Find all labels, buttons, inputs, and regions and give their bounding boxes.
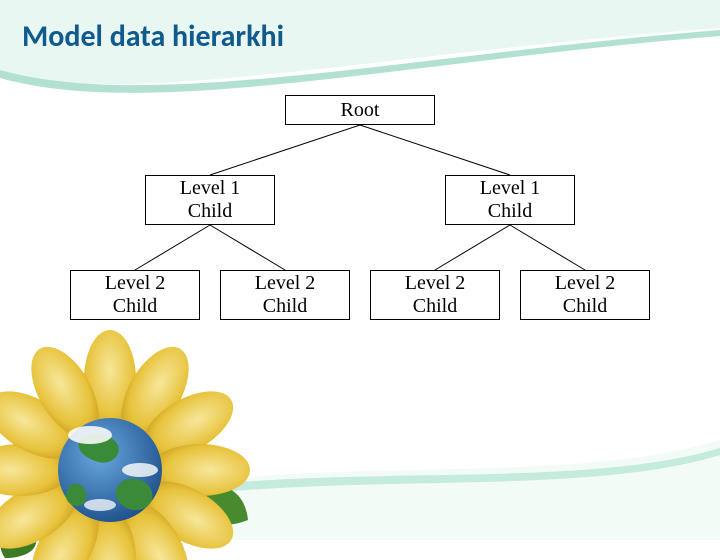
node-label-line2: Child [188,200,232,223]
node-label-line1: Level 2 [405,272,466,295]
node-label: Root [341,99,380,122]
node-label-line1: Level 2 [105,272,166,295]
tree-node-level2: Level 2 Child [370,270,500,320]
node-label-line1: Level 2 [555,272,616,295]
tree-node-level2: Level 2 Child [220,270,350,320]
node-label-line2: Child [413,295,457,318]
tree-node-level1: Level 1 Child [145,175,275,225]
tree-node-level2: Level 2 Child [70,270,200,320]
tree-node-level1: Level 1 Child [445,175,575,225]
tree-node-root: Root [285,95,435,125]
node-label-line1: Level 1 [480,177,541,200]
flower-globe-decoration [0,320,250,560]
node-label-line2: Child [263,295,307,318]
node-label-line2: Child [113,295,157,318]
node-label-line1: Level 2 [255,272,316,295]
hierarchy-diagram: Root Level 1 Child Level 1 Child Level 2… [60,95,660,355]
node-label-line2: Child [563,295,607,318]
node-label-line1: Level 1 [180,177,241,200]
slide-title: Model data hierarkhi [22,18,284,55]
tree-node-level2: Level 2 Child [520,270,650,320]
node-label-line2: Child [488,200,532,223]
